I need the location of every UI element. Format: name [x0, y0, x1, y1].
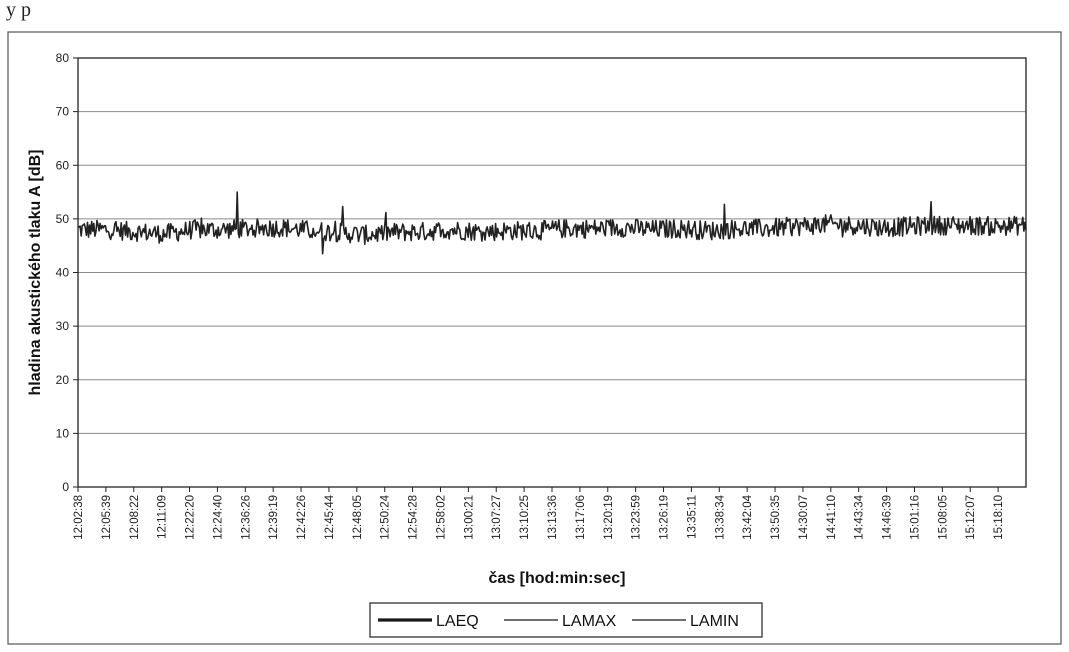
plot-area-border — [77, 57, 1027, 488]
legend-label-laeq: LAEQ — [436, 613, 479, 630]
x-tick-label: 13:20:19 — [603, 495, 615, 540]
x-tick-label: 12:58:02 — [435, 495, 447, 540]
x-tick-label: 12:45:44 — [324, 494, 336, 539]
top-caption: y p — [6, 0, 31, 21]
x-tick-label: 12:08:22 — [129, 495, 141, 540]
y-tick-label: 30 — [56, 319, 70, 333]
x-tick-label: 12:50:24 — [380, 494, 392, 539]
x-tick-label: 13:50:35 — [770, 495, 782, 540]
x-tick-label: 12:22:20 — [185, 495, 197, 540]
y-axis-title: hladina akustického tlaku A [dB] — [27, 150, 44, 396]
x-tick-label: 14:41:10 — [826, 495, 838, 540]
x-tick-label: 12:02:38 — [73, 495, 85, 540]
x-tick-label: 12:54:28 — [408, 495, 420, 540]
x-axis-title: čas [hod:min:sec] — [489, 570, 626, 587]
x-tick-label: 12:48:05 — [352, 495, 364, 540]
legend-label-lamin: LAMIN — [690, 613, 739, 630]
x-tick-label: 13:13:36 — [547, 495, 559, 540]
x-tick-label: 15:18:10 — [993, 495, 1005, 540]
x-axis-ticks: 12:02:38 12:05:39 12:08:22 12:11:09 12:22:20… — [73, 487, 1005, 540]
x-tick-label: 12:36:26 — [240, 495, 252, 540]
x-tick-label: 12:11:09 — [157, 495, 169, 539]
y-tick-label: 80 — [56, 51, 70, 65]
x-tick-label: 13:17:06 — [575, 495, 587, 540]
x-tick-label: 13:35:11 — [686, 495, 698, 539]
legend-box — [369, 602, 763, 638]
y-tick-label: 10 — [56, 426, 70, 440]
y-axis-ticks: 0 10 20 30 40 50 60 70 80 — [56, 51, 78, 494]
legend-label-lamax: LAMAX — [562, 613, 617, 630]
x-tick-label: 14:30:07 — [798, 495, 810, 540]
x-tick-label: 12:39:19 — [268, 495, 280, 540]
x-tick-label: 13:10:25 — [519, 495, 531, 540]
x-tick-label: 13:23:59 — [631, 495, 643, 540]
x-tick-label: 14:46:39 — [882, 495, 894, 540]
x-tick-label: 13:00:21 — [463, 495, 475, 540]
y-tick-label: 0 — [62, 480, 69, 494]
y-tick-label: 60 — [56, 158, 70, 172]
y-tick-label: 20 — [56, 373, 70, 387]
x-tick-label: 15:08:05 — [937, 495, 949, 540]
x-tick-label: 13:26:19 — [659, 495, 671, 540]
y-tick-label: 50 — [56, 212, 70, 226]
y-tick-label: 40 — [56, 266, 70, 280]
y-tick-label: 70 — [56, 105, 70, 119]
x-tick-label: 13:07:27 — [491, 495, 503, 540]
chart-frame — [7, 31, 1062, 645]
x-tick-label: 15:12:07 — [965, 495, 977, 540]
x-tick-label: 13:38:34 — [714, 494, 726, 539]
legend: LAEQ LAMAX LAMIN — [369, 602, 763, 638]
x-tick-label: 12:42:26 — [296, 495, 308, 540]
x-tick-label: 14:43:34 — [854, 494, 866, 539]
x-tick-label: 12:24:40 — [212, 495, 224, 540]
x-tick-label: 15:01:16 — [909, 495, 921, 540]
x-tick-label: 13:42:04 — [742, 494, 754, 539]
series-lines — [77, 191, 1027, 255]
series-line-laeq — [77, 191, 1027, 255]
x-tick-label: 12:05:39 — [101, 495, 113, 540]
